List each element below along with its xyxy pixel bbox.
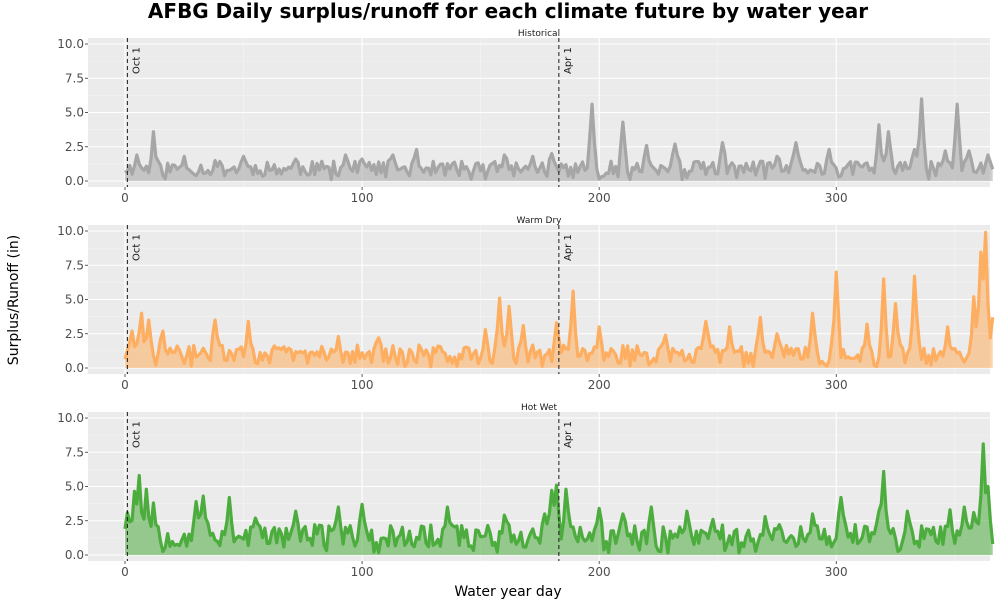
x-tick-label: 300 <box>825 191 848 205</box>
x-tick-label: 200 <box>588 565 611 579</box>
annotation-label: Apr 1 <box>563 421 574 448</box>
x-tick-label: 100 <box>351 191 374 205</box>
panel-historical: Historical 0.0 2.5 5.0 7.5 10.0 0 100 200 300 Oct … <box>57 29 995 205</box>
y-tick-label: 5.0 <box>65 293 84 307</box>
panel-warm-dry: Warm Dry 0.0 2.5 5.0 7.5 10.0 0 100 200 300 Oct 1 A… <box>57 216 995 392</box>
y-tick-label: 10.0 <box>57 411 84 425</box>
y-tick-label: 0.0 <box>65 174 84 188</box>
facet-label: Historical <box>518 29 560 39</box>
panel-hot-wet: Hot Wet 0.0 2.5 5.0 7.5 10.0 0 100 200 300 Oct 1 Ap… <box>57 403 995 579</box>
annotation-label: Oct 1 <box>131 421 142 448</box>
annotation-label: Apr 1 <box>563 234 574 261</box>
x-tick-label: 100 <box>351 565 374 579</box>
x-tick-label: 0 <box>121 565 129 579</box>
y-tick-label: 0.0 <box>65 548 84 562</box>
y-tick-label: 2.5 <box>65 327 84 341</box>
y-tick-label: 10.0 <box>57 37 84 51</box>
y-axis-title: Surplus/Runoff (in) <box>6 235 22 365</box>
y-tick-label: 2.5 <box>65 140 84 154</box>
y-tick-label: 0.0 <box>65 361 84 375</box>
x-tick-label: 0 <box>121 378 129 392</box>
y-tick-label: 7.5 <box>65 445 84 459</box>
y-tick-label: 5.0 <box>65 480 84 494</box>
facet-panels: Historical 0.0 2.5 5.0 7.5 10.0 0 100 200 300 Oct … <box>57 29 995 579</box>
y-tick-label: 10.0 <box>57 224 84 238</box>
y-tick-label: 2.5 <box>65 514 84 528</box>
x-tick-label: 200 <box>588 191 611 205</box>
x-tick-label: 300 <box>825 565 848 579</box>
annotation-label: Oct 1 <box>131 47 142 74</box>
y-tick-label: 5.0 <box>65 106 84 120</box>
x-tick-label: 300 <box>825 378 848 392</box>
y-tick-label: 7.5 <box>65 258 84 272</box>
annotation-label: Apr 1 <box>563 47 574 74</box>
x-tick-label: 100 <box>351 378 374 392</box>
x-tick-label: 0 <box>121 191 129 205</box>
facet-label: Hot Wet <box>521 403 558 413</box>
series-line <box>123 442 995 555</box>
annotation-label: Oct 1 <box>131 234 142 261</box>
x-axis-title: Water year day <box>454 584 561 600</box>
facet-label: Warm Dry <box>517 216 563 226</box>
x-tick-label: 200 <box>588 378 611 392</box>
chart-title: AFBG Daily surplus/runoff for each clima… <box>148 0 868 23</box>
y-tick-label: 7.5 <box>65 71 84 85</box>
